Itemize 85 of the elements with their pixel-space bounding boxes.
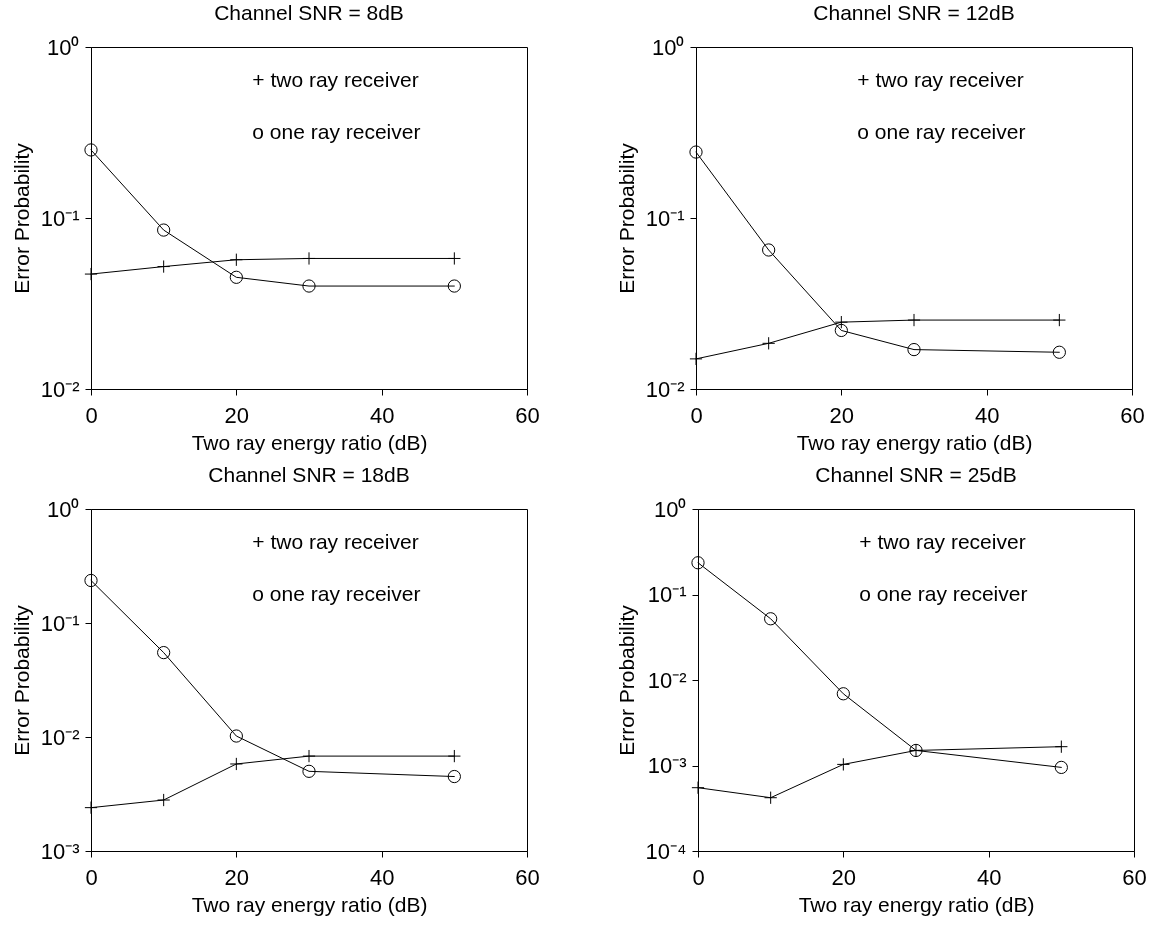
y-tick-label: 10⁻¹ — [40, 610, 80, 636]
point — [1054, 740, 1068, 754]
y-tick-label: 10⁻¹ — [647, 582, 687, 607]
y-axis-title: Error Probability — [9, 142, 33, 294]
y-axis-title: Error Probability — [614, 604, 638, 756]
x-tick-label: 40 — [369, 402, 395, 428]
annotation: + two ray receiver — [252, 68, 419, 92]
annotation: + two ray receiver — [859, 530, 1026, 554]
y-tick-label: 10⁻¹ — [645, 205, 685, 231]
y-tick-label: 10⁻² — [40, 376, 80, 402]
y-tick-label: 10⁻² — [647, 667, 687, 693]
y-tick-label: 10⁰ — [47, 34, 80, 60]
point — [157, 223, 171, 237]
y-tick-label: 10⁰ — [654, 496, 687, 522]
x-tick-label: 60 — [1120, 402, 1145, 428]
point — [836, 757, 850, 772]
point — [229, 270, 243, 284]
y-tick-label: 10⁰ — [47, 496, 80, 522]
x-axis-title: Two ray energy ratio (dB) — [796, 430, 1033, 454]
point — [907, 342, 921, 357]
chart-title: Channel SNR = 12dB — [813, 1, 1015, 24]
x-tick-label: 60 — [1122, 864, 1147, 890]
y-tick-label: 10⁻⁴ — [645, 838, 687, 864]
y-axis-title: Error Probability — [614, 142, 638, 294]
point — [762, 336, 776, 350]
point — [447, 769, 461, 784]
point — [834, 323, 848, 338]
point — [1052, 313, 1066, 327]
point — [447, 749, 461, 763]
point — [691, 556, 705, 570]
point — [764, 612, 778, 626]
point — [689, 145, 703, 159]
annotation: + two ray receiver — [857, 68, 1024, 92]
point — [157, 793, 171, 807]
annotation: o one ray receiver — [857, 119, 1026, 143]
point — [84, 143, 98, 157]
point — [84, 573, 98, 588]
point — [447, 251, 461, 266]
point — [834, 315, 848, 329]
y-tick-label: 10⁻³ — [40, 838, 80, 864]
y-tick-label: 10⁰ — [652, 34, 685, 60]
point — [447, 279, 461, 293]
x-tick-label: 60 — [515, 864, 540, 890]
point — [157, 645, 171, 660]
point — [302, 749, 316, 763]
x-tick-label: 20 — [224, 864, 250, 890]
x-tick-label: 0 — [85, 864, 98, 890]
y-tick-label: 10⁻² — [645, 376, 685, 402]
x-tick-label: 40 — [976, 864, 1002, 890]
point — [1052, 345, 1066, 359]
point — [229, 729, 243, 743]
y-axis-title: Error Probability — [9, 604, 33, 756]
annotation: + two ray receiver — [252, 530, 419, 554]
point — [157, 259, 171, 274]
point — [302, 764, 316, 778]
x-tick-label: 0 — [692, 864, 705, 890]
x-axis-title: Two ray energy ratio (dB) — [798, 892, 1035, 916]
point — [229, 253, 243, 267]
x-axis-title: Two ray energy ratio (dB) — [191, 892, 428, 916]
point — [302, 251, 316, 266]
x-tick-label: 20 — [224, 402, 250, 428]
point — [836, 687, 850, 701]
chart-title: Channel SNR = 18dB — [208, 463, 410, 486]
annotation: o one ray receiver — [252, 581, 421, 605]
y-tick-label: 10⁻¹ — [40, 205, 80, 231]
x-tick-label: 0 — [85, 402, 98, 428]
x-axis-title: Two ray energy ratio (dB) — [191, 430, 428, 454]
point — [229, 757, 243, 771]
point — [302, 279, 316, 293]
x-tick-label: 40 — [369, 864, 395, 890]
y-tick-label: 10⁻² — [40, 724, 80, 750]
point — [1054, 760, 1068, 775]
point — [764, 791, 778, 805]
chart-title: Channel SNR = 25dB — [815, 463, 1017, 486]
x-tick-label: 40 — [974, 402, 1000, 428]
x-tick-label: 0 — [690, 402, 703, 428]
x-tick-label: 20 — [829, 402, 855, 428]
chart-title: Channel SNR = 8dB — [214, 1, 404, 24]
annotation: o one ray receiver — [252, 119, 421, 143]
y-tick-label: 10⁻³ — [647, 753, 687, 778]
annotation: o one ray receiver — [859, 581, 1028, 605]
x-tick-label: 60 — [515, 402, 540, 428]
point — [762, 243, 776, 257]
point — [907, 313, 921, 327]
x-tick-label: 20 — [831, 864, 857, 890]
